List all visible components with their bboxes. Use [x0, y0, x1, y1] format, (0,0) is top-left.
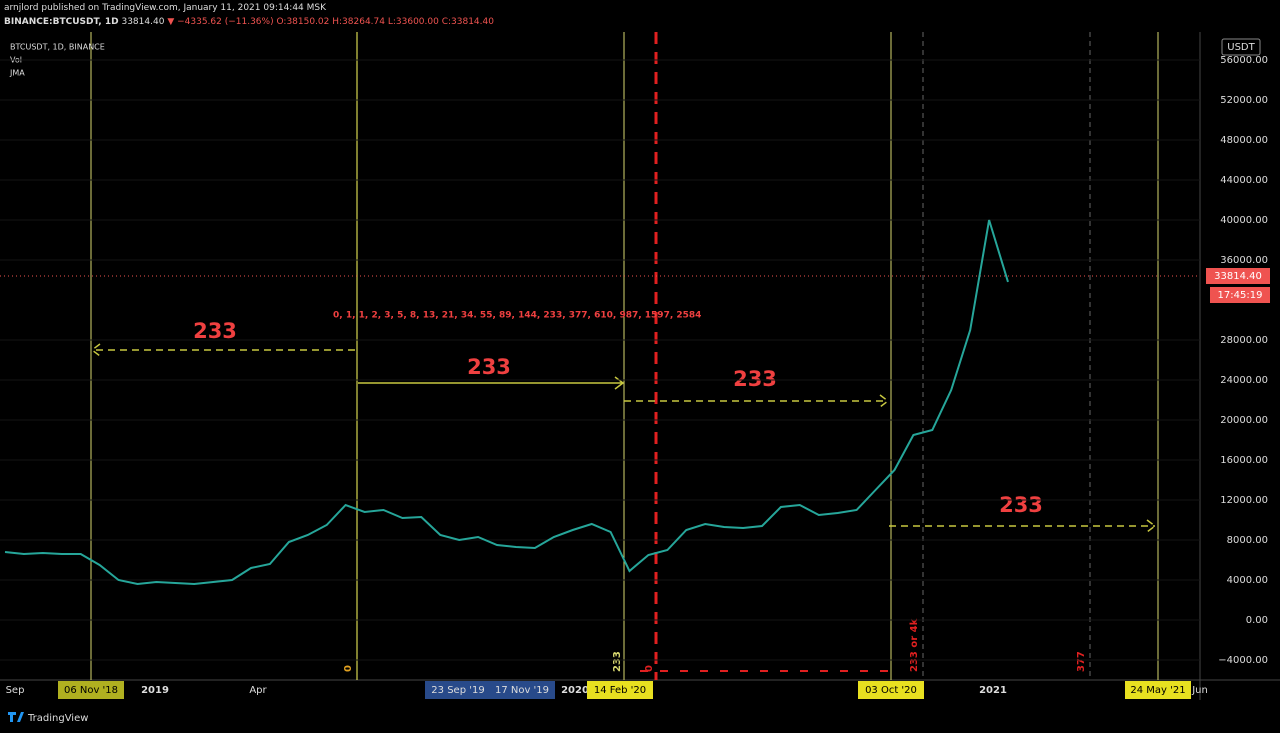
x-tick-label: Sep — [6, 685, 25, 696]
fib-text: 0, 1, 1, 2, 3, 5, 8, 13, 21, 34. 55, 89,… — [333, 311, 701, 321]
cycle-label: 233 — [467, 355, 511, 379]
y-tick-label: 36000.00 — [1220, 255, 1268, 266]
cycle-label: 233 — [193, 319, 237, 343]
y-tick-label: 24000.00 — [1220, 375, 1268, 386]
date-tag — [489, 681, 555, 699]
x-tick-label: 14 Feb '20 — [594, 685, 646, 696]
y-tick-label: 28000.00 — [1220, 335, 1268, 346]
x-tick-label: 06 Nov '18 — [64, 685, 118, 696]
countdown: 17:45:19 — [1218, 290, 1263, 301]
date-tag — [858, 681, 924, 699]
x-tick-label: 24 May '21 — [1130, 685, 1185, 696]
y-tick-label: 20000.00 — [1220, 415, 1268, 426]
date-tag — [58, 681, 124, 699]
y-tick-label: 40000.00 — [1220, 215, 1268, 226]
cycle-label: 233 — [999, 493, 1043, 517]
x-tick-label: 2019 — [141, 685, 169, 696]
ohlc: O:38150.02 H:38264.74 L:33600.00 C:33814… — [276, 17, 494, 27]
currency-box[interactable] — [1221, 38, 1261, 56]
footer-logo[interactable] — [8, 712, 24, 722]
x-tick-label: 2021 — [979, 685, 1007, 696]
arrow — [90, 343, 355, 357]
symbol: BINANCE:BTCUSDT, 1D — [4, 17, 119, 27]
vertical-note: 233 — [612, 651, 623, 672]
date-tag — [587, 681, 653, 699]
last: 33814.40 — [121, 17, 165, 27]
countdown-tag — [1210, 287, 1270, 303]
legend-item: JMA — [9, 69, 25, 78]
x-tick-label: Jun — [1191, 685, 1208, 696]
x-tick-label: 17 Nov '19 — [495, 685, 549, 696]
vertical-note: 0 — [343, 665, 354, 672]
date-tag — [1125, 681, 1191, 699]
x-tick-label: 23 Sep '19 — [431, 685, 484, 696]
vertical-note: 377 — [1076, 651, 1087, 672]
publish-info: arnjlord published on TradingView.com, J… — [4, 3, 327, 13]
x-tick-label: Apr — [249, 685, 267, 696]
y-tick-label: 0.00 — [1246, 615, 1268, 626]
arrow — [358, 376, 625, 390]
y-tick-label: 48000.00 — [1220, 135, 1268, 146]
y-tick-label: 8000.00 — [1227, 535, 1268, 546]
y-tick-label: 52000.00 — [1220, 95, 1268, 106]
y-tick-label: −4000.00 — [1218, 655, 1268, 666]
symbol-line: BINANCE:BTCUSDT, 1D 33814.40 ▼ −4335.62 … — [4, 17, 494, 27]
price-line — [4, 219, 1009, 586]
vertical-note: 233 or 4k — [909, 618, 920, 672]
arrow — [624, 394, 890, 408]
arrows — [90, 343, 1157, 533]
footer-brand[interactable]: TradingView — [27, 713, 88, 724]
price-label: 33814.40 — [1214, 271, 1262, 282]
y-tick-label: 56000.00 — [1220, 55, 1268, 66]
currency[interactable]: USDT — [1227, 42, 1255, 53]
date-tag — [425, 681, 491, 699]
price-tag — [1206, 268, 1270, 284]
change: ▼ −4335.62 (−11.36%) — [167, 17, 274, 27]
y-tick-label: 12000.00 — [1220, 495, 1268, 506]
y-tick-label: 4000.00 — [1227, 575, 1268, 586]
cycle-label: 233 — [733, 367, 777, 391]
legend-item: BTCUSDT, 1D, BINANCE — [10, 43, 105, 52]
x-tick-label: 2020 — [561, 685, 589, 696]
y-tick-label: 44000.00 — [1220, 175, 1268, 186]
arrow — [889, 519, 1157, 533]
x-tick-label: 03 Oct '20 — [865, 685, 917, 696]
vertical-note: 0 — [644, 665, 655, 672]
y-tick-label: 16000.00 — [1220, 455, 1268, 466]
